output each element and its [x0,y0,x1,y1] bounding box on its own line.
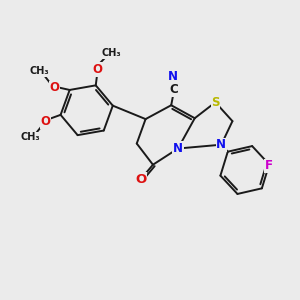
Text: C: C [169,83,178,96]
Text: N: N [216,138,226,151]
Text: O: O [92,63,102,76]
Text: O: O [135,173,146,186]
Text: CH₃: CH₃ [29,66,49,76]
Text: N: N [173,142,183,155]
Text: CH₃: CH₃ [21,132,40,142]
Text: S: S [211,96,220,109]
Text: O: O [49,81,59,94]
Text: O: O [40,115,50,128]
Text: N: N [168,70,178,83]
Text: CH₃: CH₃ [102,48,121,58]
Text: F: F [265,159,273,172]
